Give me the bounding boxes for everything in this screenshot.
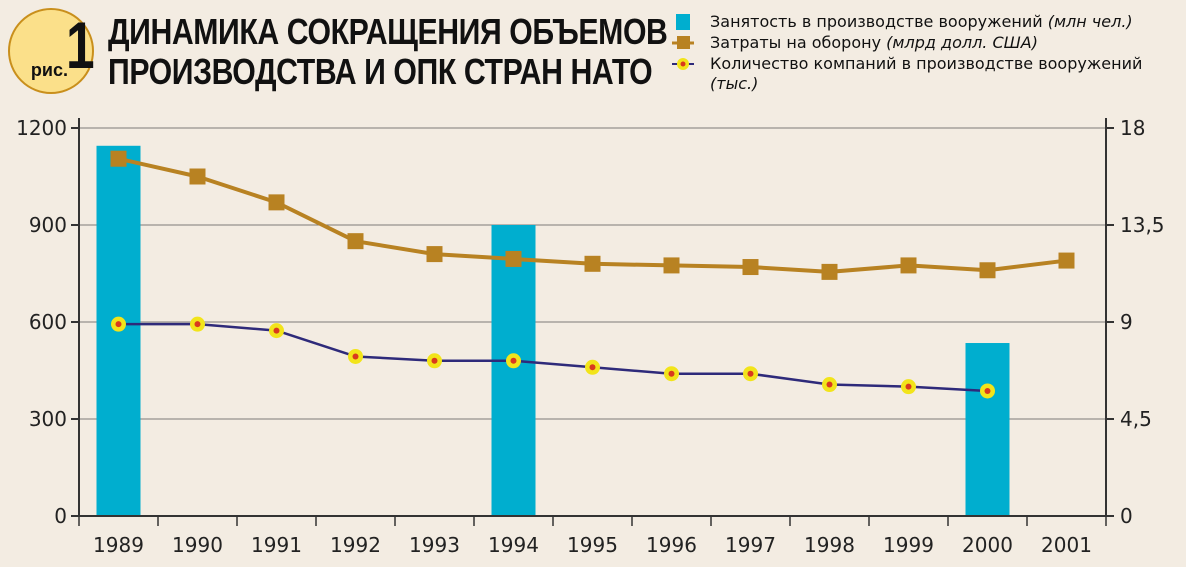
spending-point-1992 [347,233,364,250]
companies-point-center [826,381,833,388]
companies-point-center [194,321,201,328]
spending-point-1990 [189,168,206,185]
bar-icon [676,14,690,30]
spending-point-1997 [742,259,759,276]
companies-point-center [747,370,754,377]
x-tick-label-1989: 1989 [93,533,144,557]
x-tick-label-1998: 1998 [804,533,855,557]
left-tick-label: 300 [29,407,67,431]
bar-2000 [965,343,1010,516]
legend-label-defense-spending: Затраты на оборону [710,33,882,52]
spending-point-1996 [663,257,680,274]
x-tick-label-1991: 1991 [251,533,302,557]
dot-line-icon [672,58,694,70]
companies-point-center [668,370,675,377]
companies-point-center [984,387,991,394]
square-line-icon [672,36,694,49]
left-tick-label: 600 [29,310,67,334]
x-tick-label-1990: 1990 [172,533,223,557]
left-tick-label: 900 [29,213,67,237]
companies-point-center [115,321,122,328]
chart-title-line-1: ДИНАМИКА СОКРАЩЕНИЯ ОБЪЕМОВ [108,11,668,52]
right-tick-label: 4,5 [1120,407,1152,431]
spending-point-2001 [1058,252,1075,269]
x-tick-label-2001: 2001 [1041,533,1092,557]
x-tick-label-1996: 1996 [646,533,697,557]
spending-point-1989 [110,150,127,167]
companies-point-center [589,364,596,371]
legend-unit-employment: (млн чел.) [1047,12,1133,31]
legend-unit-companies: (тыс.) [710,74,759,93]
companies-point-center [905,383,912,390]
spending-point-1995 [584,255,601,272]
right-tick-label: 13,5 [1120,213,1165,237]
figure-number: 1 [66,8,95,82]
legend-label-companies: Количество компаний в производстве воору… [710,54,1143,73]
right-tick-label: 0 [1120,504,1133,528]
legend-item-companies: Количество компаний в производстве воору… [672,54,1182,94]
spending-point-1999 [900,257,917,274]
legend-item-employment: Занятость в производстве вооружений (млн… [672,12,1182,32]
x-tick-label-1999: 1999 [883,533,934,557]
figure-badge: рис. 1 [8,8,95,94]
companies-point-center [431,357,438,364]
legend-unit-defense-spending: (млрд долл. США) [886,33,1038,52]
x-tick-label-2000: 2000 [962,533,1013,557]
companies-point-center [273,327,280,334]
chart-title: ДИНАМИКА СОКРАЩЕНИЯ ОБЪЕМОВ ПРОИЗВОДСТВА… [108,11,668,92]
companies-line [118,322,988,393]
chart-title-line-2: ПРОИЗВОДСТВА И ОПК СТРАН НАТО [108,51,653,92]
companies-point-center [510,357,517,364]
x-tick-label-1994: 1994 [488,533,539,557]
right-tick-label: 9 [1120,310,1133,334]
spending-point-1991 [268,194,285,211]
spending-point-1994 [505,250,522,267]
x-tick-label-1997: 1997 [725,533,776,557]
x-tick-label-1992: 1992 [330,533,381,557]
legend: Занятость в производстве вооружений (млн… [672,12,1182,95]
spending-line [118,156,1067,274]
spending-point-1998 [821,263,838,280]
legend-label-employment: Занятость в производстве вооружений [710,12,1043,31]
spending-point-1993 [426,246,443,263]
left-tick-label: 1200 [16,116,67,140]
x-tick-label-1993: 1993 [409,533,460,557]
bar-1994 [491,225,536,516]
companies-point-center [352,353,359,360]
spending-point-2000 [979,262,996,279]
figure-label: рис. [30,60,68,80]
x-tick-label-1995: 1995 [567,533,618,557]
legend-item-defense-spending: Затраты на оборону (млрд долл. США) [672,33,1182,53]
left-tick-label: 0 [54,504,67,528]
right-tick-label: 18 [1120,116,1145,140]
